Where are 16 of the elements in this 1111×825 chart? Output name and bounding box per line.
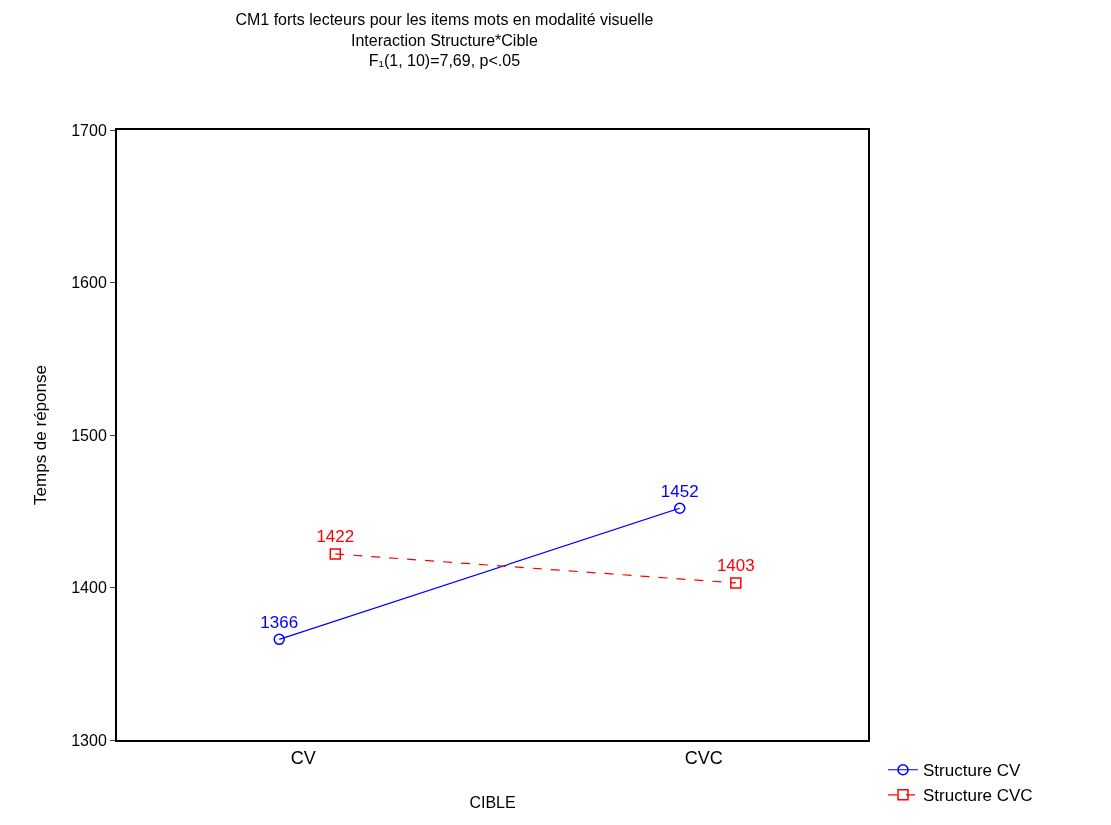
y-tick-label: 1400 xyxy=(71,579,107,597)
data-label: 1422 xyxy=(316,527,355,547)
x-tick-label: CVC xyxy=(684,747,723,768)
legend-label: Structure CV xyxy=(923,761,1021,781)
data-label: 1452 xyxy=(660,481,699,501)
data-label: 1403 xyxy=(716,556,755,576)
y-axis-title: Temps de réponse xyxy=(31,365,51,505)
x-tick-label: CV xyxy=(290,747,316,768)
y-tick-label: 1500 xyxy=(71,426,107,444)
y-tick-label: 1300 xyxy=(71,731,107,749)
y-tick-label: 1700 xyxy=(71,121,107,139)
x-axis-title: CIBLE xyxy=(469,793,516,811)
legend-label: Structure CVC xyxy=(923,786,1033,806)
chart-title: CM1 forts lecteurs pour les items mots en modalité visuelle Interaction Structure*Cible F₁(1, 10)=7,69, p<.05 xyxy=(235,10,654,70)
y-tick-label: 1600 xyxy=(71,274,107,292)
data-label: 1366 xyxy=(260,612,299,632)
